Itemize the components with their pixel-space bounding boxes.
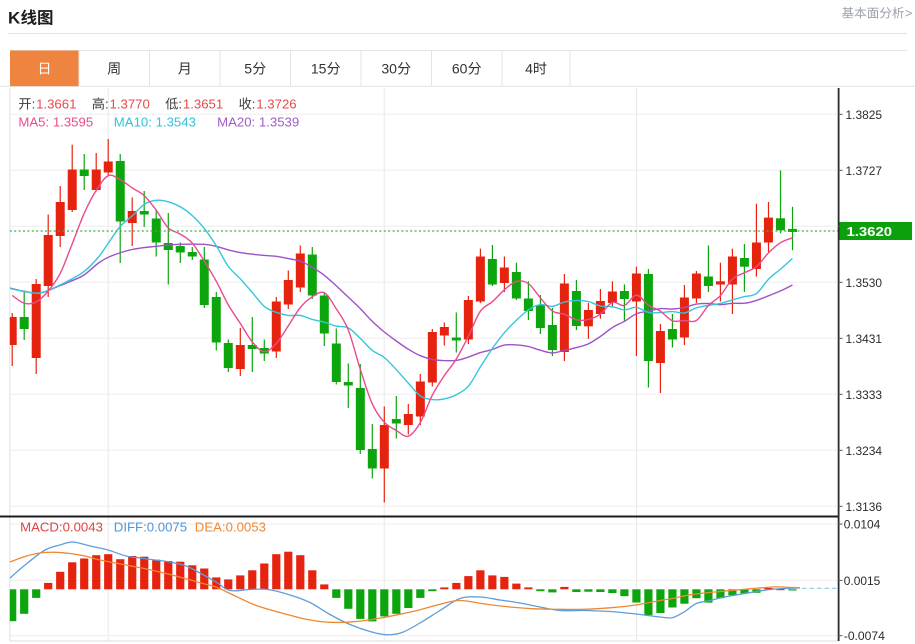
- svg-text:1.3136: 1.3136: [846, 500, 883, 514]
- svg-text:1.3770: 1.3770: [110, 97, 150, 112]
- svg-text:15: 15: [311, 61, 327, 77]
- svg-text:1.3620: 1.3620: [847, 224, 893, 239]
- svg-text:1.3651: 1.3651: [183, 97, 223, 112]
- svg-text:1.3333: 1.3333: [846, 388, 883, 402]
- svg-text:MACD:0.0043: MACD:0.0043: [20, 520, 103, 535]
- svg-text:0.0015: 0.0015: [844, 574, 881, 588]
- svg-text:1.3661: 1.3661: [36, 97, 76, 112]
- svg-text:5: 5: [244, 61, 252, 77]
- svg-text:1.3530: 1.3530: [846, 276, 883, 290]
- svg-text:-0.0074: -0.0074: [844, 629, 885, 643]
- svg-text:>: >: [905, 7, 912, 21]
- svg-text::: :: [105, 97, 109, 112]
- svg-text::: :: [178, 97, 182, 112]
- svg-text:0.0104: 0.0104: [844, 518, 881, 532]
- svg-text:1.3726: 1.3726: [256, 97, 296, 112]
- svg-text:60: 60: [452, 61, 468, 77]
- svg-text:4: 4: [525, 61, 533, 77]
- svg-text:DEA:0.0053: DEA:0.0053: [195, 520, 266, 535]
- svg-text:MA20: 1.3539: MA20: 1.3539: [217, 115, 299, 130]
- svg-text:30: 30: [381, 61, 397, 77]
- svg-text::: :: [252, 97, 256, 112]
- svg-text:1.3825: 1.3825: [846, 108, 883, 122]
- svg-text:1.3727: 1.3727: [846, 164, 883, 178]
- svg-text::: :: [32, 97, 36, 112]
- svg-text:1.3234: 1.3234: [846, 444, 883, 458]
- svg-text:DIFF:0.0075: DIFF:0.0075: [114, 520, 187, 535]
- svg-text:1.3431: 1.3431: [846, 332, 883, 346]
- svg-text:MA5: 1.3595: MA5: 1.3595: [18, 115, 93, 130]
- svg-text:K: K: [8, 9, 21, 28]
- svg-text:MA10: 1.3543: MA10: 1.3543: [114, 115, 196, 130]
